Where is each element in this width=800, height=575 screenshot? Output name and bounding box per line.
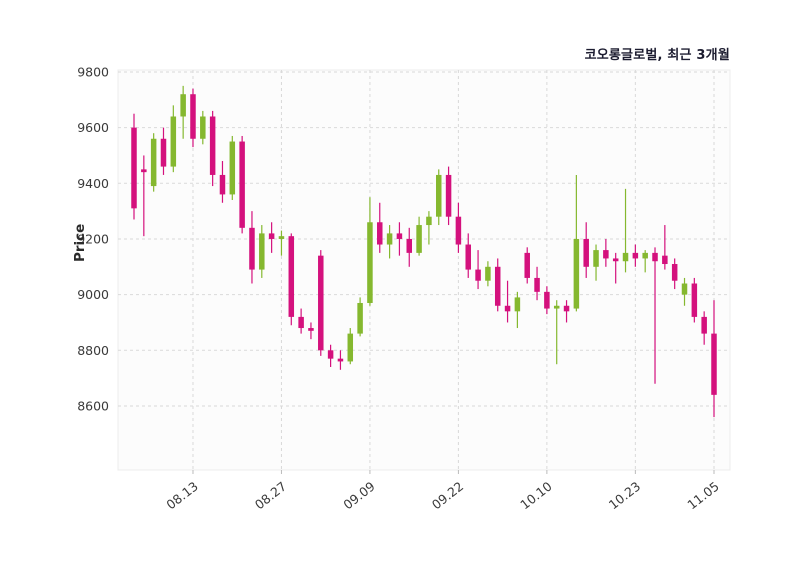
candle-body-down: [711, 333, 717, 395]
candle-body-down: [671, 264, 678, 281]
candle-body-down: [298, 316, 304, 329]
candle-body-up: [347, 333, 354, 362]
candle-body-up: [593, 250, 599, 267]
candle-body-down: [268, 233, 275, 239]
y-tick-label: 8600: [77, 398, 109, 413]
candle-body-up: [553, 305, 560, 309]
candle-body-up: [278, 236, 285, 239]
candle-body-down: [701, 316, 707, 334]
candle-body-down: [406, 238, 413, 253]
x-tick-label: 10.10: [517, 479, 554, 513]
candle-body-down: [632, 252, 639, 259]
candle-body-down: [308, 328, 314, 331]
candle-body-down: [141, 169, 147, 173]
plot-area: [117, 69, 731, 471]
candle-body-up: [357, 302, 363, 334]
candle-body-down: [318, 255, 324, 351]
candle-body-down: [190, 94, 196, 139]
x-tick-label: 08.13: [163, 479, 200, 513]
candle-body-down: [494, 266, 501, 306]
y-axis-label: Price: [72, 223, 88, 262]
candle-body-up: [367, 222, 373, 303]
candle-body-down: [445, 174, 452, 217]
candle-body-down: [131, 127, 137, 209]
candle-body-down: [612, 258, 619, 262]
y-tick-label: 9000: [77, 287, 109, 302]
candle-body-down: [603, 250, 609, 259]
candle-body-up: [180, 94, 186, 117]
candle-body-down: [377, 222, 383, 245]
x-tick-label: 09.22: [429, 479, 466, 513]
candle-body-up: [386, 233, 393, 245]
candle-body-down: [327, 350, 334, 359]
candle-body-down: [475, 269, 481, 281]
y-tick-label: 9400: [77, 176, 109, 191]
candle-body-down: [563, 305, 570, 312]
candle-body-up: [435, 174, 442, 217]
candle-body-down: [396, 233, 403, 239]
candle-body-up: [426, 216, 432, 226]
candle-body-up: [150, 138, 157, 187]
candle-body-down: [691, 283, 698, 317]
candle-body-down: [239, 141, 245, 228]
candle-body-up: [200, 116, 206, 139]
candle-body-up: [681, 283, 688, 295]
candle-body-up: [229, 141, 236, 195]
candle-body-up: [170, 116, 177, 167]
y-tick-label: 9800: [77, 64, 109, 79]
candle-body-up: [573, 238, 580, 309]
y-tick-label: 8800: [77, 343, 109, 358]
y-tick-label: 9600: [77, 120, 109, 135]
candle-body-down: [652, 252, 658, 262]
candle-body-down: [455, 216, 462, 245]
candle-body-down: [209, 116, 216, 175]
candle-body-down: [337, 358, 344, 362]
candle-body-down: [544, 291, 550, 309]
x-tick-label: 09.09: [340, 479, 377, 513]
y-tick-label: 9200: [77, 231, 109, 246]
candle-body-up: [259, 233, 265, 270]
candle-body-up: [514, 297, 521, 312]
candle-body-down: [504, 305, 511, 312]
candle-body-down: [583, 238, 589, 267]
x-tick-label: 10.23: [606, 479, 643, 513]
x-tick-label: 11.05: [684, 479, 721, 513]
candle-body-down: [524, 252, 530, 278]
candle-body-down: [662, 255, 668, 265]
candle-body-down: [219, 174, 226, 195]
x-tick-label: 08.27: [252, 479, 289, 513]
candle-body-up: [642, 252, 648, 259]
candle-body-down: [288, 236, 295, 317]
candle-body-down: [249, 227, 255, 270]
candle-body-up: [416, 225, 422, 253]
candle-body-down: [534, 277, 540, 292]
candle-body-down: [465, 244, 471, 270]
candle-body-up: [622, 252, 629, 262]
candle-body-down: [160, 138, 167, 167]
chart-title: 코오롱글로벌, 최근 3개월: [584, 48, 730, 63]
candle-body-up: [485, 266, 491, 281]
